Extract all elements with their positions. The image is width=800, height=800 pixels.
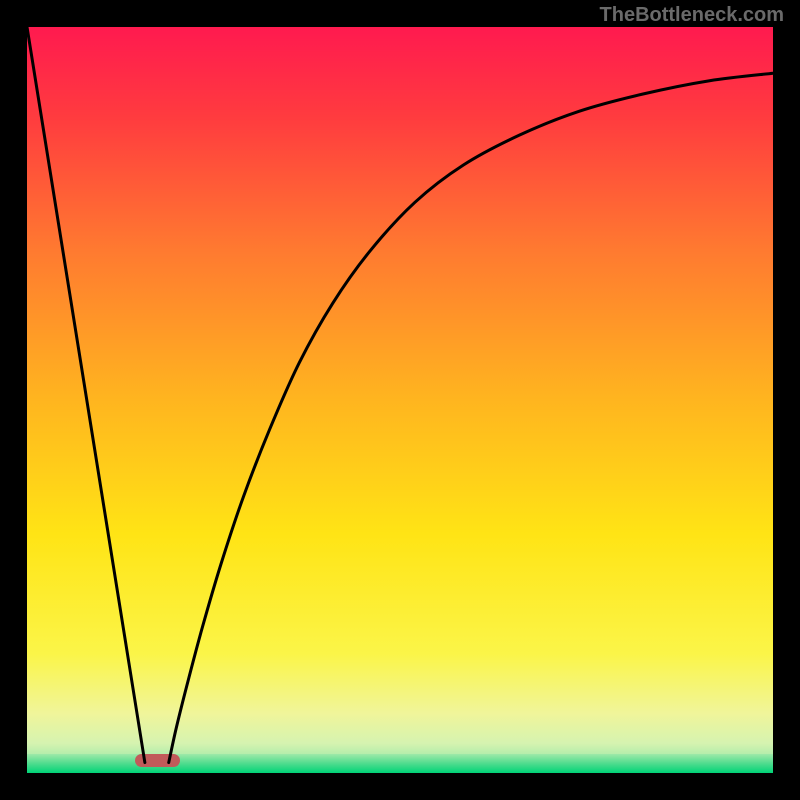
plot-area	[27, 27, 773, 773]
heat-gradient	[27, 27, 773, 773]
optimal-marker	[135, 754, 180, 767]
watermark-text: TheBottleneck.com	[600, 4, 784, 27]
chart-container: TheBottleneck.com	[0, 0, 800, 800]
